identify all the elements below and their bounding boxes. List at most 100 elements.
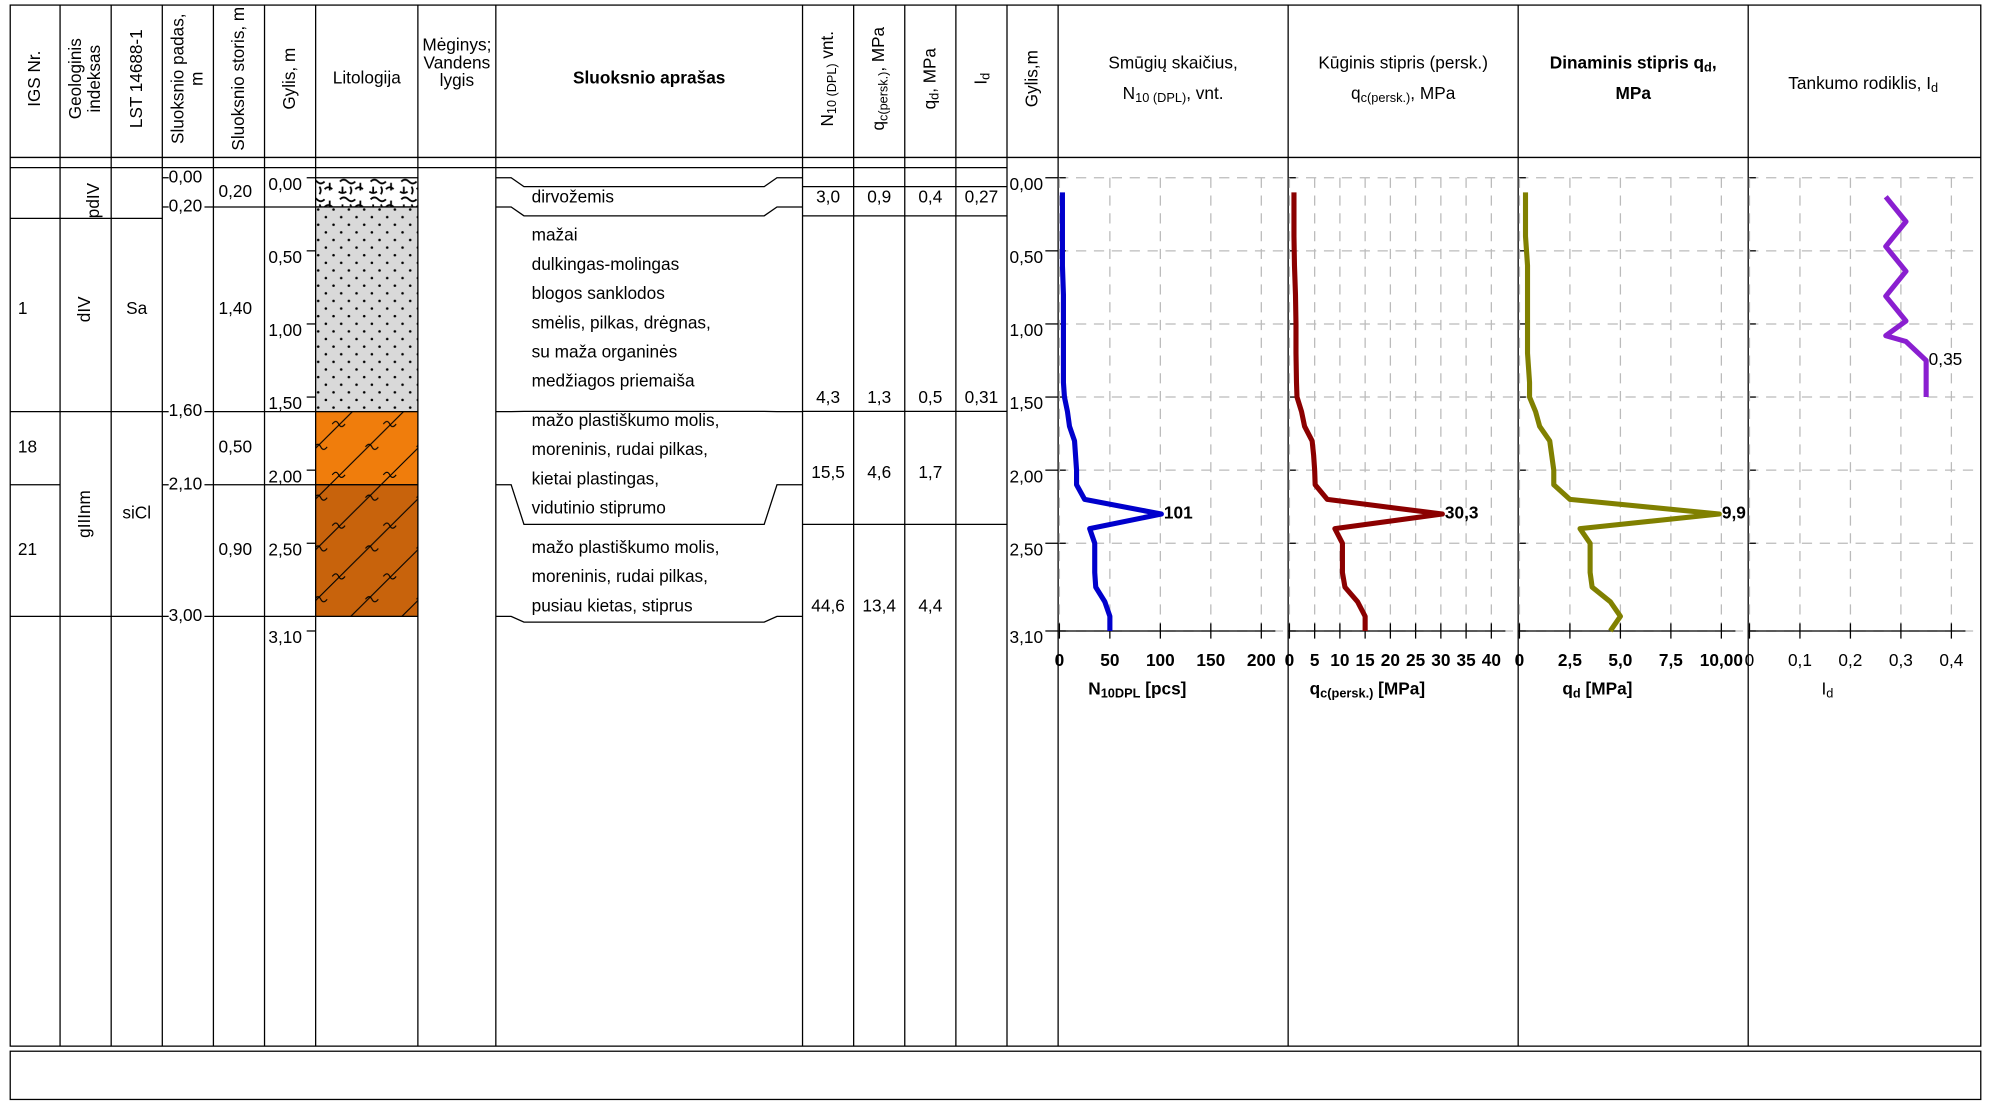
- thickness: 0,50: [219, 437, 253, 457]
- value-id: 0,27: [965, 187, 999, 207]
- value-qd: 0,5: [918, 387, 942, 407]
- layer-bottom: 3,00: [169, 605, 203, 625]
- text-part: q: [1351, 83, 1361, 103]
- text-block: N10 (DPL) vnt.: [817, 31, 840, 126]
- text-part: I: [970, 80, 990, 85]
- geologic-index: dIV: [74, 296, 94, 322]
- rich-text: Sluoksnio aprašas: [573, 67, 725, 87]
- subscript: 10DPL: [1101, 686, 1141, 701]
- lithology: [316, 207, 418, 412]
- text-part: Sluoksnio storis, m: [227, 7, 247, 151]
- rich-text: Id: [1821, 678, 1833, 701]
- x-tick-label: 2,5: [1558, 650, 1582, 670]
- x-tick-label: 5,0: [1608, 650, 1632, 670]
- text-part: Geologinis: [65, 38, 85, 119]
- text-part: [pcs]: [1140, 678, 1186, 698]
- text-part: lygis: [440, 70, 475, 90]
- rich-text: IGS Nr.: [24, 51, 44, 107]
- text-part: [MPa]: [1581, 678, 1633, 698]
- rich-text: Id: [970, 73, 993, 85]
- text-part: Gylis, m: [279, 48, 299, 110]
- text-part: Kūginis stipris (persk.): [1318, 52, 1488, 72]
- text-part: Dinaminis stipris q: [1550, 52, 1704, 72]
- subscript: 10 (DPL): [1135, 90, 1186, 105]
- text-part: q: [1310, 678, 1321, 698]
- profile-line: [1526, 192, 1720, 631]
- text-block: Kūginis stipris (persk.) qc(persk.), MPa: [1318, 52, 1488, 105]
- text-part: N: [1123, 83, 1135, 103]
- subscript: d: [1704, 60, 1712, 75]
- value-n10: 44,6: [811, 595, 845, 615]
- description: dirvožemis: [532, 187, 614, 207]
- description: kietai plastingas,: [532, 468, 659, 488]
- text-part: N: [817, 114, 837, 126]
- value-n10: 15,5: [811, 462, 845, 482]
- igs-number: 1: [18, 298, 28, 318]
- rich-text: qd [MPa]: [1562, 678, 1632, 701]
- rich-text: MPa: [1615, 83, 1651, 103]
- subscript: c(persk.): [1361, 90, 1411, 105]
- rich-text: Gylis,m: [1021, 50, 1041, 107]
- text-part: Sluoksnio padas,: [167, 13, 187, 143]
- footer-frame: [10, 1051, 1981, 1099]
- x-tick-label: 35: [1457, 650, 1477, 670]
- text-part: LST 14688-1: [125, 29, 145, 128]
- main-frame: [10, 5, 1981, 1046]
- rich-text: Tankumo rodiklis, Id: [1788, 72, 1938, 95]
- text-part: IGS Nr.: [24, 51, 44, 107]
- description-bracket: [496, 207, 803, 216]
- description: mažo plastiškumo molis,: [532, 537, 720, 557]
- peak-label: 0,35: [1929, 349, 1963, 369]
- layer-bottom: 2,10: [169, 473, 203, 493]
- borehole-log: IGS Nr. Geologinisindeksas LST 14688-1 Sluo…: [0, 0, 1991, 1102]
- text-part: Litologija: [333, 67, 402, 87]
- description: moreninis, rudai pilkas,: [532, 566, 708, 586]
- subscript: c(persk.): [1320, 686, 1373, 701]
- text-part: , vnt.: [1186, 83, 1223, 103]
- x-tick-label: 15: [1356, 650, 1376, 670]
- profile-line: [1062, 192, 1161, 631]
- layer-top: 0,00: [169, 166, 203, 186]
- rich-text: indeksas: [84, 45, 104, 113]
- value-qc: 1,3: [867, 387, 891, 407]
- x-tick-label: 0,3: [1889, 650, 1913, 670]
- x-tick-label: 5: [1310, 650, 1320, 670]
- x-tick-label: 30: [1431, 650, 1450, 670]
- text-part: q: [868, 121, 888, 131]
- description-bracket: [496, 616, 803, 622]
- description: vidutinio stiprumo: [532, 498, 666, 518]
- rich-text: qd, MPa: [919, 48, 942, 110]
- x-tick-label: 10: [1330, 650, 1349, 670]
- description-bracket: [496, 178, 803, 187]
- description: pusiau kietas, stiprus: [532, 595, 693, 615]
- subscript: d: [1826, 686, 1833, 701]
- rich-text: lygis: [440, 70, 475, 90]
- rich-text: Sluoksnio storis, m: [227, 7, 247, 151]
- rich-text: LST 14688-1: [125, 29, 145, 128]
- depth-label: 0,50: [1010, 247, 1044, 267]
- peak-label: 101: [1164, 503, 1193, 523]
- depth-label: 1,50: [1010, 393, 1044, 413]
- value-qd: 4,4: [918, 595, 942, 615]
- igs-number: 21: [18, 539, 37, 559]
- peak-label: 30,3: [1445, 503, 1479, 523]
- description: su maža organinės: [532, 342, 678, 362]
- geologic-index: gIIInm: [74, 490, 94, 538]
- description: moreninis, rudai pilkas,: [532, 439, 708, 459]
- x-tick-label: 0,2: [1838, 650, 1862, 670]
- value-n10: 3,0: [816, 187, 840, 207]
- text-part: Smūgių skaičius,: [1108, 52, 1237, 72]
- depth-label: 2,00: [1010, 466, 1044, 486]
- rich-text: qc(persk.), MPa: [868, 26, 891, 130]
- description: medžiagos priemaiša: [532, 371, 695, 391]
- rich-text: Kūginis stipris (persk.): [1318, 52, 1488, 72]
- rich-text: qc(persk.), MPa: [1351, 83, 1456, 106]
- depth-label: 1,50: [268, 393, 302, 413]
- value-qd: 1,7: [918, 462, 942, 482]
- thickness: 0,20: [219, 181, 253, 201]
- x-tick-label: 40: [1482, 650, 1501, 670]
- x-tick-label: 200: [1247, 650, 1276, 670]
- text-block: Smūgių skaičius, N10 (DPL), vnt.: [1108, 52, 1237, 105]
